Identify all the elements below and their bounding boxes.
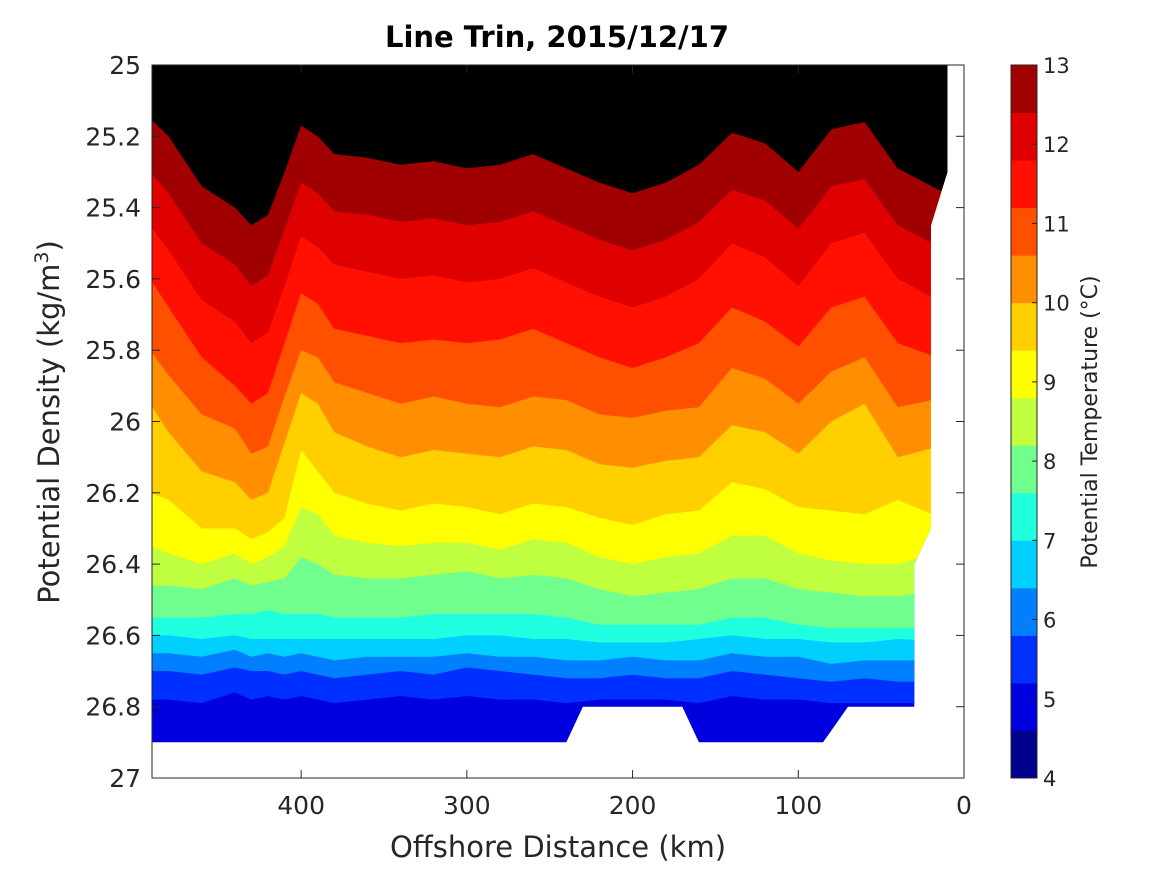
y-axis-title: Potential Density (kg/m3) [31, 240, 66, 604]
y-tick-label: 25.4 [85, 194, 141, 223]
x-tick-label: 400 [277, 791, 325, 820]
colorbar-swatch [1011, 635, 1037, 684]
colorbar-tick-label: 6 [1043, 609, 1056, 633]
colorbar-tick-label: 12 [1043, 133, 1070, 157]
y-axis-title-sup: 3 [31, 251, 53, 263]
colorbar-tick-label: 5 [1043, 688, 1056, 712]
colorbar-tick-label: 9 [1043, 371, 1056, 395]
colorbar-tick-label: 11 [1043, 212, 1070, 236]
y-tick-label: 25.2 [85, 122, 141, 151]
colorbar-swatch [1011, 492, 1037, 541]
y-tick-label: 25 [109, 51, 141, 80]
y-tick-label: 26.2 [85, 479, 141, 508]
colorbar-swatch [1011, 207, 1037, 256]
plot-area: 400 300 200 100 0 25 25.2 25.4 25.6 25.8 26 26.2 26… [85, 51, 972, 820]
y-tick-label: 26.8 [85, 693, 141, 722]
x-tick-label: 0 [956, 791, 972, 820]
y-tick-label: 26.6 [85, 621, 141, 650]
colorbar-tick-label: 10 [1043, 292, 1070, 316]
chart-title: Line Trin, 2015/12/17 [385, 20, 729, 54]
colorbar-swatch [1011, 302, 1037, 351]
y-tick-label: 26 [109, 408, 141, 437]
contour-band [152, 65, 948, 108]
colorbar-swatch [1011, 540, 1037, 589]
y-axis-title-main: Potential Density (kg/m [32, 264, 66, 604]
y-axis-title-close: ) [32, 240, 66, 251]
y-tick-label: 27 [109, 764, 141, 793]
colorbar-tick-label: 4 [1043, 767, 1056, 791]
colorbar-swatch [1011, 255, 1037, 304]
colorbar-swatch [1011, 397, 1037, 446]
colorbar-swatch [1011, 682, 1037, 731]
x-tick-label: 200 [609, 791, 657, 820]
y-tick-label: 25.6 [85, 265, 141, 294]
x-axis: 400 300 200 100 0 [277, 65, 972, 820]
colorbar-swatch [1011, 730, 1037, 779]
colorbar-frame [1010, 64, 1038, 779]
y-axis: 25 25.2 25.4 25.6 25.8 26 26.2 26.4 26.6 26.8 27 [85, 51, 964, 793]
y-tick-label: 25.8 [85, 336, 141, 365]
colorbar-swatch [1011, 587, 1037, 636]
x-tick-label: 300 [443, 791, 491, 820]
colorbar-swatch [1011, 112, 1037, 161]
x-tick-label: 100 [774, 791, 822, 820]
contour-bands [152, 65, 948, 743]
colorbar-tick-label: 13 [1043, 54, 1070, 78]
contour-band [152, 65, 948, 226]
colorbar-swatch [1011, 65, 1037, 114]
y-tick-label: 26.4 [85, 550, 141, 579]
colorbar: 4 5 6 7 8 9 10 11 12 13 [1010, 54, 1070, 791]
contour-band [152, 65, 948, 165]
colorbar-swatch [1011, 160, 1037, 209]
colorbar-swatch [1011, 445, 1037, 494]
colorbar-tick-label: 8 [1043, 450, 1056, 474]
colorbar-tick-label: 7 [1043, 529, 1056, 553]
colorbar-title: Potential Temperature (°C) [1078, 275, 1103, 568]
x-axis-title: Offshore Distance (km) [390, 830, 726, 864]
colorbar-swatch [1011, 350, 1037, 399]
